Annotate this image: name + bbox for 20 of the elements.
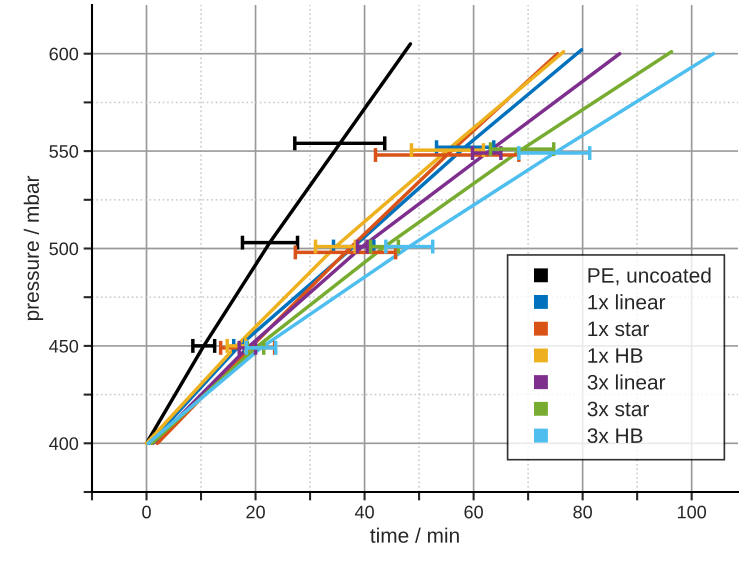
x-tick-label: 40 — [354, 506, 374, 518]
legend-label: PE, uncoated — [588, 267, 711, 286]
legend-label: 3x star — [588, 402, 649, 416]
y-tick-label: 550 — [49, 145, 78, 158]
y-tick-label: 600 — [50, 48, 78, 60]
legend-label: 3x linear — [588, 374, 666, 390]
x-tick-label: 100 — [678, 506, 706, 518]
legend-label: 1x linear — [588, 294, 666, 310]
x-tick-label: 60 — [464, 506, 483, 518]
legend-label: 3x HB — [588, 428, 642, 444]
y-axis-title: pressure / mbar — [24, 176, 44, 320]
x-tick-label: 0 — [142, 506, 151, 518]
y-tick-label: 450 — [49, 340, 78, 353]
x-tick-label: 20 — [246, 506, 265, 518]
legend-label: 1x star — [588, 322, 649, 336]
y-tick-label: 400 — [49, 437, 78, 450]
x-tick-label: 80 — [573, 506, 592, 518]
legend-label: 1x HB — [588, 348, 642, 363]
x-axis-title: time / min — [370, 528, 459, 543]
y-tick-label: 500 — [49, 242, 78, 256]
